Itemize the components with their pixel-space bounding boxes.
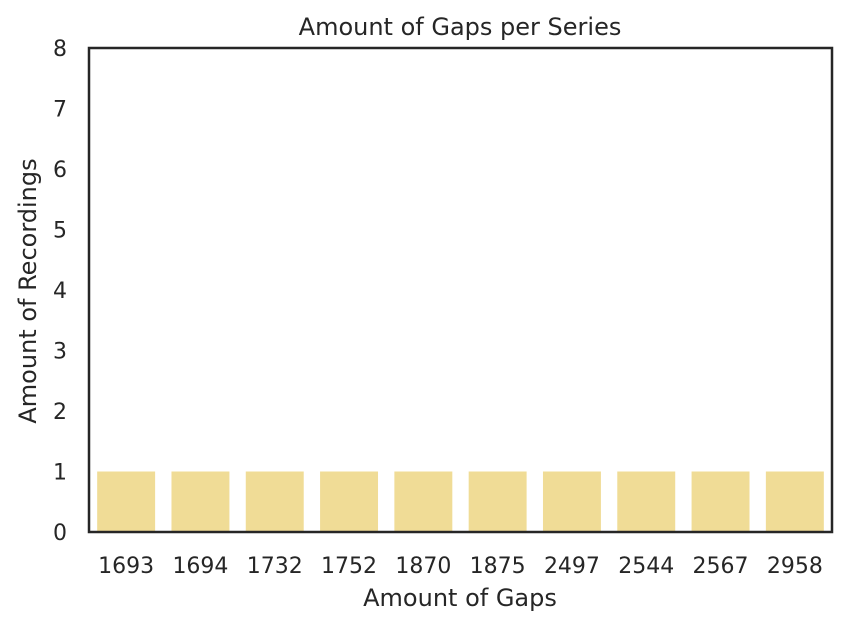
y-axis-label: Amount of Recordings — [14, 158, 42, 423]
x-tick-label-1694: 1694 — [172, 554, 228, 579]
y-tick-label-2: 2 — [53, 400, 67, 425]
bar-2497 — [542, 471, 601, 532]
bars-group — [97, 471, 824, 532]
x-axis-label: Amount of Gaps — [363, 584, 557, 612]
bar-2958 — [765, 471, 824, 532]
bar-2567 — [691, 471, 750, 532]
x-tick-labels: 1693 1694 1732 1752 1870 1875 2497 2544 2567 2958 — [98, 554, 823, 579]
y-tick-label-0: 0 — [53, 521, 67, 546]
y-axis-ticks: 0 1 2 3 4 5 6 7 8 — [53, 37, 67, 546]
chart-title: Amount of Gaps per Series — [299, 13, 622, 41]
y-tick-label-7: 7 — [53, 98, 67, 123]
bar-2544 — [617, 471, 676, 532]
y-tick-label-5: 5 — [53, 219, 67, 244]
x-tick-label-1732: 1732 — [247, 554, 303, 579]
y-tick-label-8: 8 — [53, 37, 67, 62]
y-tick-label-3: 3 — [53, 340, 67, 365]
x-tick-label-1693: 1693 — [98, 554, 154, 579]
bar-1693 — [97, 471, 156, 532]
x-tick-label-1875: 1875 — [470, 554, 526, 579]
bar-1694 — [171, 471, 230, 532]
x-tick-label-1752: 1752 — [321, 554, 377, 579]
x-tick-label-2544: 2544 — [618, 554, 674, 579]
plot-frame — [87, 46, 834, 534]
y-tick-label-1: 1 — [53, 461, 67, 486]
bar-1752 — [320, 471, 379, 532]
x-tick-label-2567: 2567 — [693, 554, 749, 579]
x-tick-label-2958: 2958 — [767, 554, 823, 579]
bar-1875 — [468, 471, 527, 532]
y-tick-label-4: 4 — [53, 279, 67, 304]
bar-1732 — [245, 471, 304, 532]
y-tick-label-6: 6 — [53, 158, 67, 183]
bar-1870 — [394, 471, 453, 532]
x-tick-label-2497: 2497 — [544, 554, 600, 579]
x-tick-label-1870: 1870 — [395, 554, 451, 579]
